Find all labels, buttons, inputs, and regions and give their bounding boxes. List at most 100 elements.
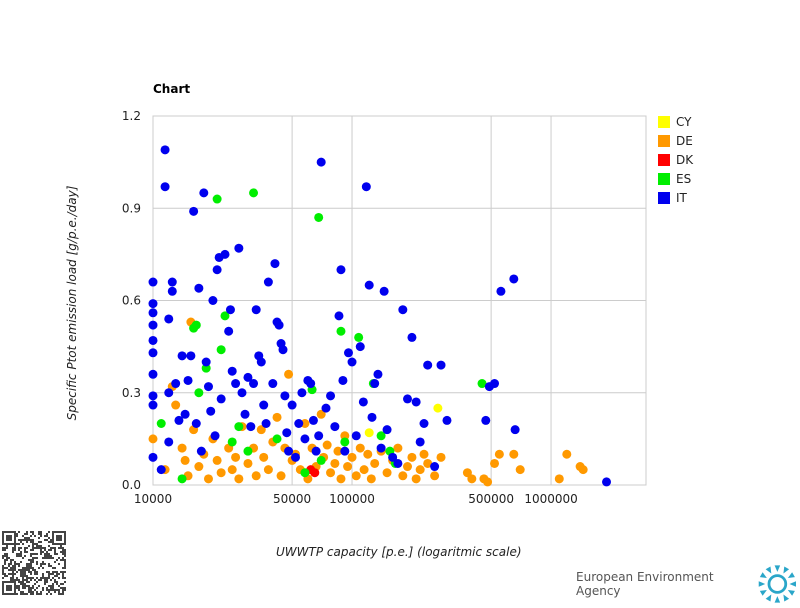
data-point-it[interactable] — [160, 182, 170, 192]
data-point-de[interactable] — [263, 465, 273, 475]
data-point-it[interactable] — [156, 465, 166, 475]
data-point-it[interactable] — [263, 277, 273, 287]
data-point-de[interactable] — [284, 369, 294, 379]
data-point-it[interactable] — [287, 400, 297, 410]
data-point-it[interactable] — [194, 283, 204, 293]
data-point-it[interactable] — [336, 265, 346, 275]
data-point-it[interactable] — [316, 157, 326, 167]
data-point-de[interactable] — [256, 425, 266, 435]
data-point-de[interactable] — [415, 465, 425, 475]
data-point-es[interactable] — [234, 422, 244, 432]
data-point-it[interactable] — [148, 277, 158, 287]
data-point-it[interactable] — [196, 446, 206, 456]
data-point-de[interactable] — [326, 468, 336, 478]
data-point-it[interactable] — [334, 311, 344, 321]
data-point-de[interactable] — [322, 440, 332, 450]
data-point-de[interactable] — [359, 465, 369, 475]
data-point-it[interactable] — [167, 286, 177, 296]
data-point-it[interactable] — [189, 206, 199, 216]
data-point-de[interactable] — [333, 446, 343, 456]
data-point-it[interactable] — [393, 458, 403, 468]
data-point-de[interactable] — [231, 452, 241, 462]
data-point-it[interactable] — [370, 379, 380, 389]
data-point-it[interactable] — [201, 357, 211, 367]
data-point-es[interactable] — [156, 419, 166, 428]
data-point-it[interactable] — [148, 335, 158, 345]
data-point-es[interactable] — [314, 212, 324, 222]
data-point-it[interactable] — [208, 296, 218, 305]
data-point-de[interactable] — [259, 452, 269, 462]
data-point-de[interactable] — [316, 409, 326, 419]
data-point-es[interactable] — [376, 431, 386, 441]
data-point-de[interactable] — [363, 449, 373, 459]
data-point-it[interactable] — [430, 462, 440, 472]
data-point-it[interactable] — [343, 348, 353, 358]
data-point-it[interactable] — [191, 419, 201, 428]
data-point-it[interactable] — [388, 452, 398, 462]
data-point-it[interactable] — [382, 425, 392, 435]
data-point-de[interactable] — [398, 471, 408, 481]
legend-item-it[interactable]: IT — [658, 188, 693, 207]
data-point-de[interactable] — [272, 412, 282, 422]
data-point-it[interactable] — [148, 348, 158, 358]
data-point-de[interactable] — [509, 449, 519, 459]
data-point-it[interactable] — [294, 419, 304, 428]
data-point-it[interactable] — [243, 372, 253, 382]
data-point-it[interactable] — [220, 249, 230, 259]
data-point-it[interactable] — [148, 400, 158, 410]
data-point-it[interactable] — [278, 345, 288, 355]
data-point-it[interactable] — [164, 437, 174, 447]
data-point-it[interactable] — [270, 259, 280, 269]
data-point-it[interactable] — [330, 422, 340, 432]
data-point-it[interactable] — [240, 409, 250, 419]
data-point-it[interactable] — [361, 182, 371, 192]
data-point-it[interactable] — [148, 391, 158, 401]
data-point-it[interactable] — [164, 314, 174, 324]
data-point-it[interactable] — [167, 277, 177, 287]
data-point-it[interactable] — [148, 299, 158, 309]
data-point-it[interactable] — [314, 431, 324, 441]
data-point-it[interactable] — [376, 443, 386, 453]
data-point-it[interactable] — [402, 394, 412, 404]
data-point-it[interactable] — [234, 243, 244, 253]
data-point-it[interactable] — [210, 431, 220, 441]
data-point-it[interactable] — [306, 379, 316, 389]
legend-item-de[interactable]: DE — [658, 131, 693, 150]
data-point-it[interactable] — [148, 320, 158, 330]
legend-item-es[interactable]: ES — [658, 169, 693, 188]
data-point-it[interactable] — [355, 342, 365, 352]
data-point-it[interactable] — [398, 305, 408, 315]
data-point-de[interactable] — [216, 468, 226, 478]
data-point-it[interactable] — [379, 286, 389, 296]
data-point-de[interactable] — [370, 458, 380, 468]
data-point-es[interactable] — [177, 474, 187, 484]
data-point-es[interactable] — [227, 437, 237, 447]
data-point-it[interactable] — [268, 379, 278, 389]
data-point-de[interactable] — [402, 462, 412, 472]
legend-item-cy[interactable]: CY — [658, 112, 693, 131]
data-point-de[interactable] — [423, 458, 433, 468]
data-point-it[interactable] — [249, 379, 259, 389]
data-point-it[interactable] — [164, 388, 174, 398]
data-point-de[interactable] — [494, 449, 504, 459]
data-point-de[interactable] — [343, 462, 353, 472]
data-point-es[interactable] — [300, 468, 310, 478]
data-point-es[interactable] — [216, 345, 226, 355]
data-point-de[interactable] — [436, 452, 446, 462]
data-point-it[interactable] — [300, 434, 310, 444]
data-point-es[interactable] — [477, 379, 487, 389]
data-point-de[interactable] — [336, 474, 346, 484]
data-point-de[interactable] — [243, 458, 253, 468]
data-point-es[interactable] — [354, 332, 364, 342]
data-point-it[interactable] — [261, 419, 271, 428]
data-point-de[interactable] — [467, 474, 477, 484]
data-point-it[interactable] — [259, 400, 269, 410]
data-point-dk[interactable] — [310, 468, 320, 478]
data-point-es[interactable] — [191, 320, 201, 330]
data-point-it[interactable] — [321, 403, 331, 413]
data-point-it[interactable] — [203, 382, 213, 392]
data-point-de[interactable] — [148, 434, 158, 444]
data-point-de[interactable] — [578, 465, 588, 475]
legend-item-dk[interactable]: DK — [658, 150, 693, 169]
data-point-it[interactable] — [174, 415, 184, 425]
